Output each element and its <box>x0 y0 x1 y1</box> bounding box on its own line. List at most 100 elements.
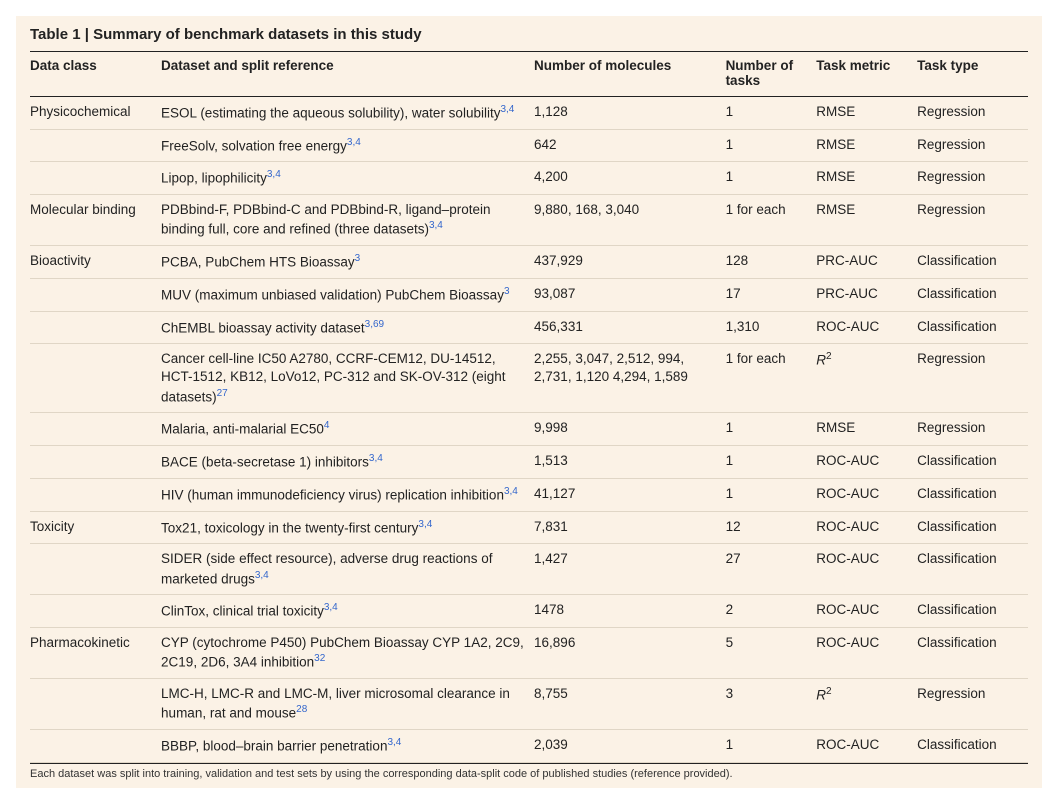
cell-tasks: 1 for each <box>726 195 817 246</box>
cell-class <box>30 162 161 195</box>
cell-metric: RMSE <box>816 195 917 246</box>
cell-class: Toxicity <box>30 511 161 544</box>
cell-metric: ROC-AUC <box>816 511 917 544</box>
reference-superscript: 3,4 <box>418 519 432 530</box>
cell-class: Physicochemical <box>30 97 161 130</box>
table-row: Malaria, anti-malarial EC5049,9981RMSERe… <box>30 413 1028 446</box>
cell-tasks: 1 <box>726 129 817 162</box>
cell-type: Regression <box>917 162 1028 195</box>
table-row: PharmacokineticCYP (cytochrome P450) Pub… <box>30 627 1028 678</box>
table-row: Molecular bindingPDBbind-F, PDBbind-C an… <box>30 195 1028 246</box>
reference-superscript: 3,4 <box>369 453 383 464</box>
reference-superscript: 3,4 <box>255 570 269 581</box>
table-row: ClinTox, clinical trial toxicity3,414782… <box>30 595 1028 628</box>
cell-type: Classification <box>917 729 1028 762</box>
cell-metric: ROC-AUC <box>816 478 917 511</box>
reference-superscript: 3 <box>504 286 510 297</box>
cell-dataset: BBBP, blood–brain barrier penetration3,4 <box>161 729 534 762</box>
table-row: BioactivityPCBA, PubChem HTS Bioassay343… <box>30 246 1028 279</box>
cell-molecules: 8,755 <box>534 678 726 729</box>
cell-type: Classification <box>917 246 1028 279</box>
table-row: PhysicochemicalESOL (estimating the aque… <box>30 97 1028 130</box>
cell-metric: PRC-AUC <box>816 246 917 279</box>
cell-dataset: CYP (cytochrome P450) PubChem Bioassay C… <box>161 627 534 678</box>
cell-dataset: SIDER (side effect resource), adverse dr… <box>161 544 534 595</box>
cell-class <box>30 344 161 413</box>
cell-dataset: BACE (beta-secretase 1) inhibitors3,4 <box>161 446 534 479</box>
header-row: Data class Dataset and split reference N… <box>30 52 1028 97</box>
cell-metric: RMSE <box>816 129 917 162</box>
cell-tasks: 17 <box>726 278 817 311</box>
cell-dataset: PDBbind-F, PDBbind-C and PDBbind-R, liga… <box>161 195 534 246</box>
col-header-molecules: Number of molecules <box>534 52 726 97</box>
cell-tasks: 12 <box>726 511 817 544</box>
cell-type: Regression <box>917 678 1028 729</box>
cell-dataset: HIV (human immunodeficiency virus) repli… <box>161 478 534 511</box>
reference-superscript: 4 <box>324 420 330 431</box>
cell-type: Classification <box>917 595 1028 628</box>
reference-superscript: 3,4 <box>267 169 281 180</box>
reference-superscript: 3,4 <box>429 220 443 231</box>
cell-molecules: 4,200 <box>534 162 726 195</box>
cell-type: Classification <box>917 311 1028 344</box>
col-header-tasks: Number of tasks <box>726 52 817 97</box>
cell-class <box>30 544 161 595</box>
cell-molecules: 437,929 <box>534 246 726 279</box>
cell-molecules: 2,255, 3,047, 2,512, 994, 2,731, 1,120 4… <box>534 344 726 413</box>
cell-type: Classification <box>917 511 1028 544</box>
cell-molecules: 93,087 <box>534 278 726 311</box>
cell-type: Classification <box>917 544 1028 595</box>
cell-tasks: 2 <box>726 595 817 628</box>
cell-tasks: 1,310 <box>726 311 817 344</box>
cell-class <box>30 129 161 162</box>
cell-dataset: ESOL (estimating the aqueous solubility)… <box>161 97 534 130</box>
reference-superscript: 32 <box>314 653 325 664</box>
col-header-type: Task type <box>917 52 1028 97</box>
cell-class <box>30 595 161 628</box>
cell-tasks: 27 <box>726 544 817 595</box>
cell-type: Regression <box>917 413 1028 446</box>
cell-dataset: ClinTox, clinical trial toxicity3,4 <box>161 595 534 628</box>
cell-dataset: Malaria, anti-malarial EC504 <box>161 413 534 446</box>
cell-tasks: 5 <box>726 627 817 678</box>
cell-dataset: ChEMBL bioassay activity dataset3,69 <box>161 311 534 344</box>
reference-superscript: 27 <box>217 388 228 399</box>
table-row: Cancer cell-line IC50 A2780, CCRF-CEM12,… <box>30 344 1028 413</box>
table-row: MUV (maximum unbiased validation) PubChe… <box>30 278 1028 311</box>
reference-superscript: 3,4 <box>387 737 401 748</box>
table-footnote: Each dataset was split into training, va… <box>30 763 1028 780</box>
cell-dataset: Lipop, lipophilicity3,4 <box>161 162 534 195</box>
cell-dataset: PCBA, PubChem HTS Bioassay3 <box>161 246 534 279</box>
reference-superscript: 3,4 <box>504 486 518 497</box>
cell-tasks: 1 <box>726 97 817 130</box>
benchmark-table: Data class Dataset and split reference N… <box>30 51 1028 763</box>
table-row: ToxicityTox21, toxicology in the twenty-… <box>30 511 1028 544</box>
cell-molecules: 9,880, 168, 3,040 <box>534 195 726 246</box>
cell-tasks: 1 <box>726 729 817 762</box>
cell-tasks: 3 <box>726 678 817 729</box>
table-row: SIDER (side effect resource), adverse dr… <box>30 544 1028 595</box>
cell-metric: ROC-AUC <box>816 544 917 595</box>
table-row: HIV (human immunodeficiency virus) repli… <box>30 478 1028 511</box>
cell-tasks: 1 <box>726 446 817 479</box>
cell-molecules: 456,331 <box>534 311 726 344</box>
cell-tasks: 1 <box>726 413 817 446</box>
table-title: Table 1 | Summary of benchmark datasets … <box>30 26 1028 51</box>
cell-tasks: 128 <box>726 246 817 279</box>
table-row: LMC-H, LMC-R and LMC-M, liver microsomal… <box>30 678 1028 729</box>
cell-class <box>30 478 161 511</box>
table-row: FreeSolv, solvation free energy3,46421RM… <box>30 129 1028 162</box>
cell-metric: ROC-AUC <box>816 446 917 479</box>
cell-class <box>30 278 161 311</box>
cell-metric: PRC-AUC <box>816 278 917 311</box>
cell-dataset: Tox21, toxicology in the twenty-first ce… <box>161 511 534 544</box>
cell-molecules: 41,127 <box>534 478 726 511</box>
cell-type: Regression <box>917 344 1028 413</box>
cell-tasks: 1 <box>726 478 817 511</box>
cell-metric: ROC-AUC <box>816 729 917 762</box>
cell-dataset: MUV (maximum unbiased validation) PubChe… <box>161 278 534 311</box>
cell-type: Regression <box>917 195 1028 246</box>
cell-molecules: 7,831 <box>534 511 726 544</box>
cell-class <box>30 311 161 344</box>
cell-dataset: LMC-H, LMC-R and LMC-M, liver microsomal… <box>161 678 534 729</box>
